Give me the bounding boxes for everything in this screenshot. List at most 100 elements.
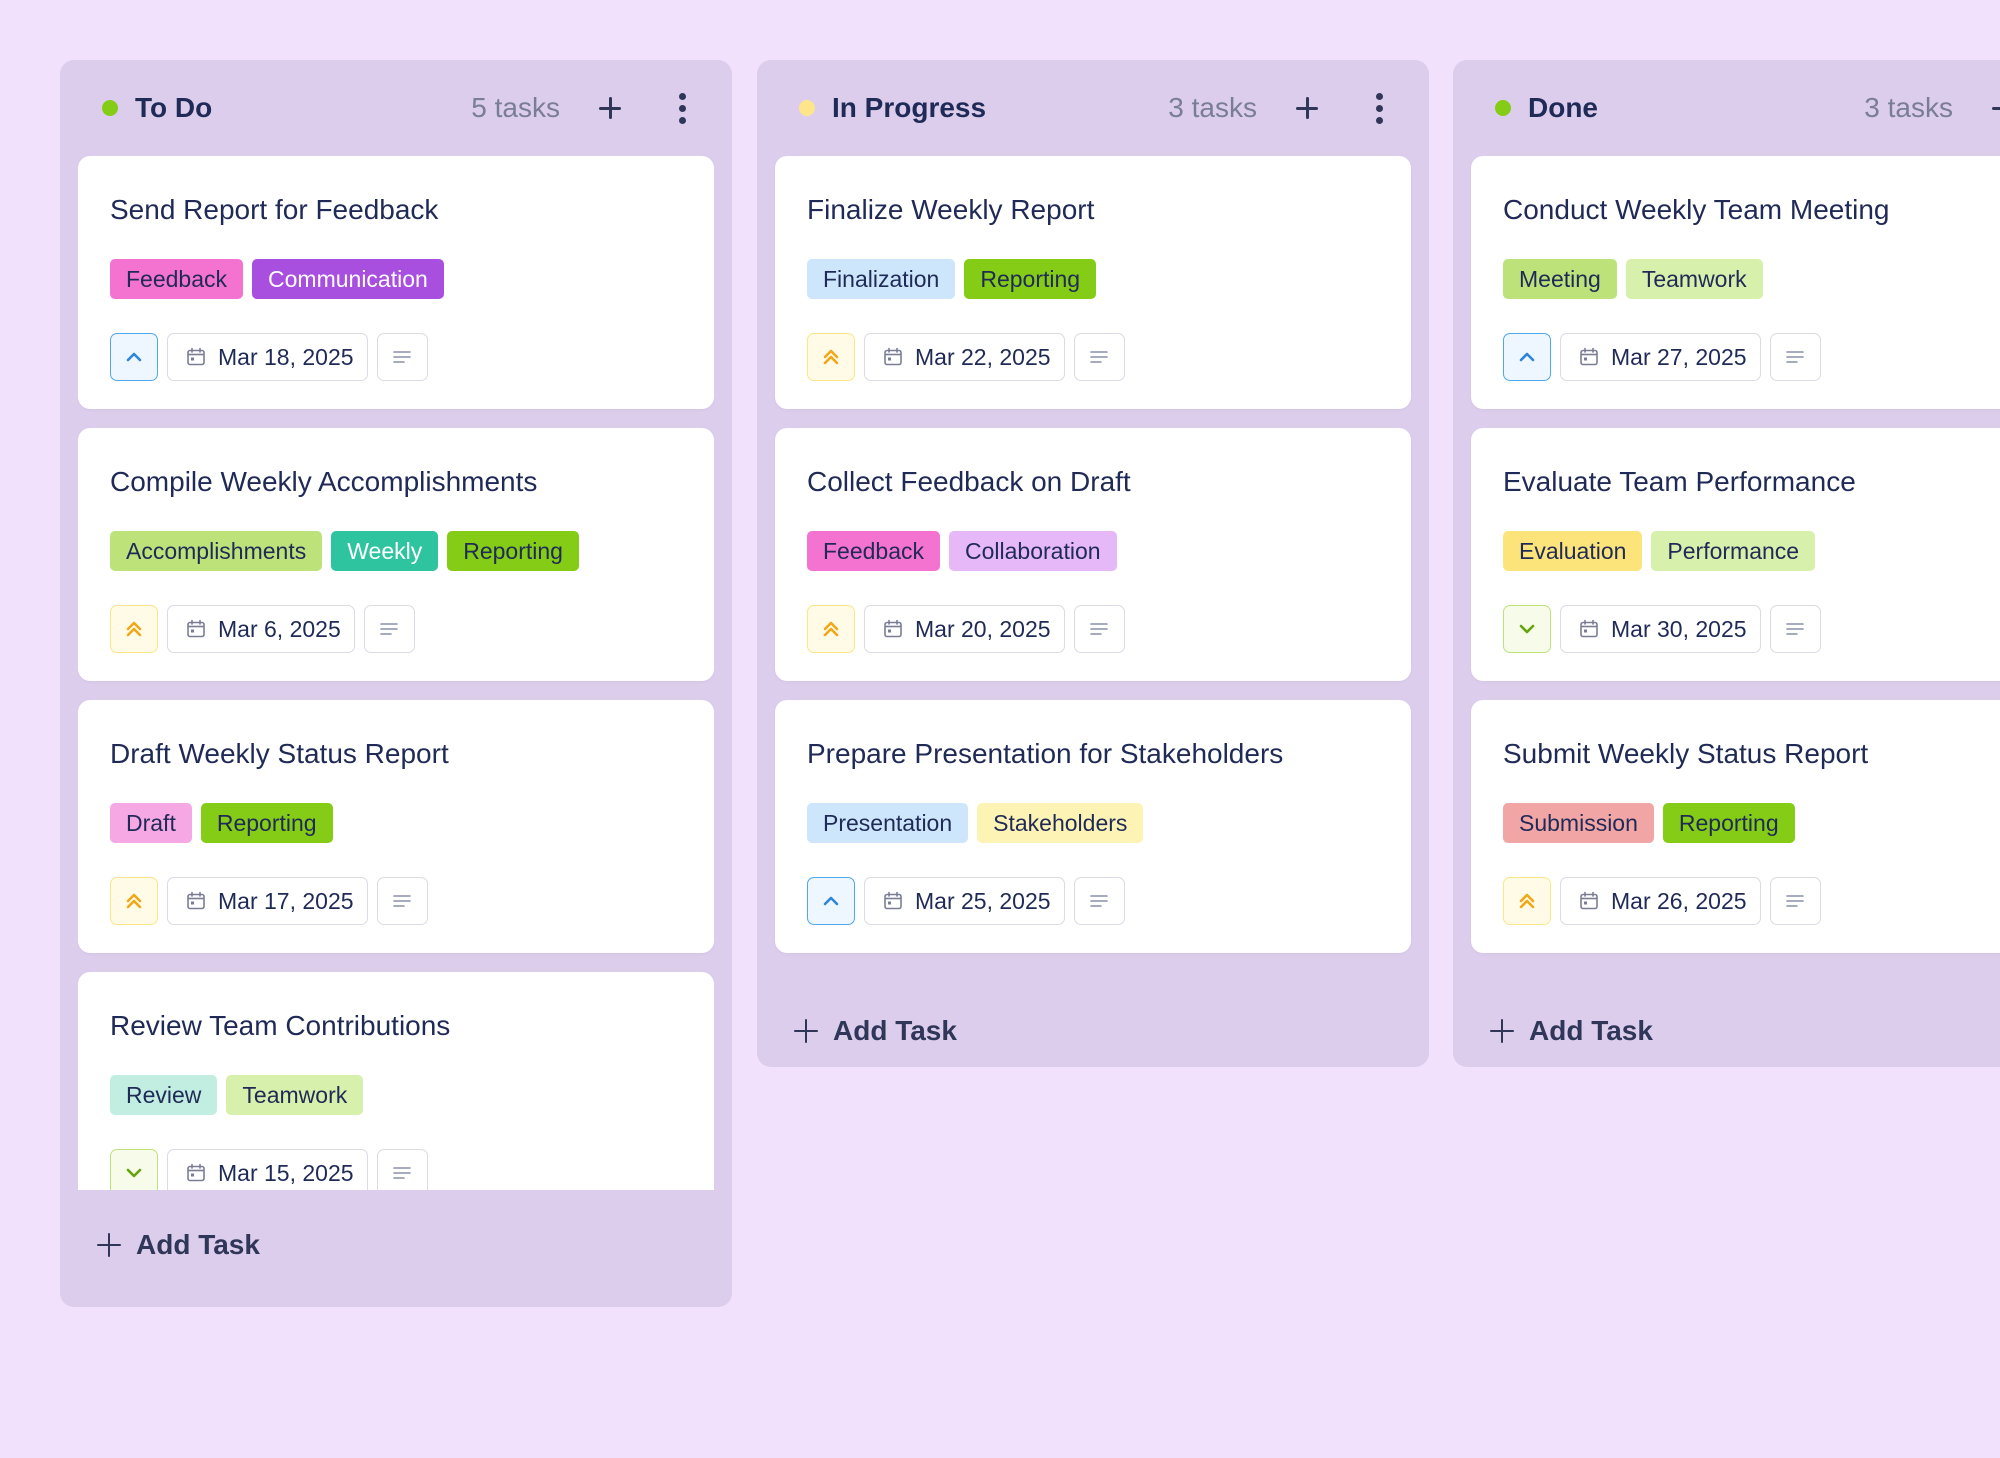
task-card[interactable]: Submit Weekly Status Report Submission Rep…	[1471, 700, 2000, 953]
description-button[interactable]	[1073, 333, 1125, 381]
task-card[interactable]: Compile Weekly Accomplishments Accomplish…	[78, 428, 714, 681]
add-task-icon[interactable]	[1983, 88, 2000, 128]
due-date-button[interactable]: Mar 20, 2025	[864, 605, 1065, 653]
due-date-button[interactable]: Mar 18, 2025	[167, 333, 368, 381]
add-task-icon[interactable]	[590, 88, 630, 128]
column-title: In Progress	[832, 92, 987, 123]
tag-badge: Teamwork	[1625, 259, 1763, 299]
priority-button[interactable]	[807, 877, 855, 925]
task-meta: Mar 22, 2025	[807, 333, 1379, 381]
description-button[interactable]	[1073, 605, 1125, 653]
task-title: Submit Weekly Status Report	[1503, 738, 1869, 769]
description-button[interactable]	[376, 877, 428, 925]
plus-icon	[1489, 1018, 1515, 1044]
due-date-button[interactable]: Mar 15, 2025	[167, 1149, 368, 1190]
description-button[interactable]	[363, 605, 415, 653]
description-button[interactable]	[376, 1149, 428, 1190]
due-date-button[interactable]: Mar 30, 2025	[1560, 605, 1761, 653]
task-card[interactable]: Review Team Contributions Review Teamwork M…	[78, 972, 714, 1190]
tag-list: Feedback Collaboration	[807, 531, 1379, 571]
chevron-down-icon	[123, 1162, 145, 1184]
description-icon	[391, 347, 413, 367]
description-icon	[1784, 619, 1806, 639]
description-button[interactable]	[376, 333, 428, 381]
due-date-button[interactable]: Mar 22, 2025	[864, 333, 1065, 381]
description-button[interactable]	[1769, 605, 1821, 653]
due-date: Mar 15, 2025	[218, 1159, 354, 1186]
card-list: Send Report for Feedback Feedback Communic…	[78, 156, 714, 1190]
task-meta: Mar 26, 2025	[1503, 877, 2000, 925]
add-task-icon[interactable]	[1287, 88, 1327, 128]
task-card[interactable]: Prepare Presentation for Stakeholders Pre…	[775, 700, 1411, 953]
plus-icon	[793, 1018, 819, 1044]
task-title: Finalize Weekly Report	[807, 194, 1095, 225]
task-card[interactable]: Draft Weekly Status Report Draft Reporting…	[78, 700, 714, 953]
task-card[interactable]: Evaluate Team Performance Evaluation Perfo…	[1471, 428, 2000, 681]
tag-list: Evaluation Performance	[1503, 531, 2000, 571]
calendar-icon	[1579, 347, 1599, 367]
task-meta: Mar 30, 2025	[1503, 605, 2000, 653]
status-dot-icon	[1495, 100, 1511, 116]
add-task-button[interactable]: Add Task	[775, 972, 1411, 1090]
task-meta: Mar 20, 2025	[807, 605, 1379, 653]
description-icon	[1784, 891, 1806, 911]
task-meta: Mar 18, 2025	[110, 333, 682, 381]
column-in-progress: In Progress 3 tasks Finalize Weekly Report…	[757, 60, 1429, 1067]
calendar-icon	[1579, 619, 1599, 639]
description-icon	[391, 1163, 413, 1183]
due-date-button[interactable]: Mar 27, 2025	[1560, 333, 1761, 381]
priority-button[interactable]	[110, 333, 158, 381]
due-date-button[interactable]: Mar 26, 2025	[1560, 877, 1761, 925]
more-options-icon[interactable]	[672, 88, 692, 128]
tag-badge: Reporting	[964, 259, 1097, 299]
task-count: 5 tasks	[471, 92, 560, 123]
priority-button[interactable]	[110, 877, 158, 925]
chevron-up-icon	[820, 890, 842, 912]
task-meta: Mar 17, 2025	[110, 877, 682, 925]
column-done: Done 3 tasks Conduct Weekly Team Meeting Me…	[1453, 60, 2000, 1067]
priority-button[interactable]	[807, 333, 855, 381]
task-card[interactable]: Conduct Weekly Team Meeting Meeting Teamwo…	[1471, 156, 2000, 409]
tag-badge: Submission	[1503, 803, 1654, 843]
tag-badge: Reporting	[447, 531, 579, 571]
due-date: Mar 18, 2025	[218, 343, 354, 370]
task-meta: Mar 27, 2025	[1503, 333, 2000, 381]
tag-badge: Collaboration	[949, 531, 1117, 571]
add-task-button[interactable]: Add Task	[78, 1190, 714, 1300]
description-button[interactable]	[1769, 333, 1821, 381]
task-card[interactable]: Finalize Weekly Report Finalization Report…	[775, 156, 1411, 409]
due-date: Mar 20, 2025	[915, 615, 1051, 642]
column-to-do: To Do 5 tasks Send Report for Feedback Feed…	[60, 60, 732, 1307]
calendar-icon	[883, 347, 903, 367]
task-meta: Mar 6, 2025	[110, 605, 682, 653]
priority-button[interactable]	[110, 605, 158, 653]
priority-button[interactable]	[110, 1149, 158, 1190]
tag-badge: Evaluation	[1503, 531, 1643, 571]
due-date: Mar 17, 2025	[218, 887, 354, 914]
due-date: Mar 30, 2025	[1611, 615, 1747, 642]
priority-button[interactable]	[807, 605, 855, 653]
more-options-icon[interactable]	[1369, 88, 1389, 128]
task-card[interactable]: Collect Feedback on Draft Feedback Collabo…	[775, 428, 1411, 681]
priority-button[interactable]	[1503, 877, 1551, 925]
calendar-icon	[186, 891, 206, 911]
task-title: Send Report for Feedback	[110, 194, 439, 225]
column-title: To Do	[135, 92, 213, 123]
tag-list: Review Teamwork	[110, 1075, 682, 1115]
task-meta: Mar 25, 2025	[807, 877, 1379, 925]
priority-button[interactable]	[1503, 605, 1551, 653]
tag-badge: Reporting	[200, 803, 333, 843]
tag-list: Finalization Reporting	[807, 259, 1379, 299]
task-card[interactable]: Send Report for Feedback Feedback Communic…	[78, 156, 714, 409]
due-date: Mar 6, 2025	[218, 615, 341, 642]
status-dot-icon	[799, 100, 815, 116]
calendar-icon	[186, 619, 206, 639]
priority-button[interactable]	[1503, 333, 1551, 381]
double-chevron-up-icon	[820, 346, 842, 368]
description-button[interactable]	[1769, 877, 1821, 925]
description-button[interactable]	[1073, 877, 1125, 925]
add-task-button[interactable]: Add Task	[1471, 972, 2000, 1090]
due-date-button[interactable]: Mar 6, 2025	[167, 605, 355, 653]
due-date-button[interactable]: Mar 25, 2025	[864, 877, 1065, 925]
due-date-button[interactable]: Mar 17, 2025	[167, 877, 368, 925]
